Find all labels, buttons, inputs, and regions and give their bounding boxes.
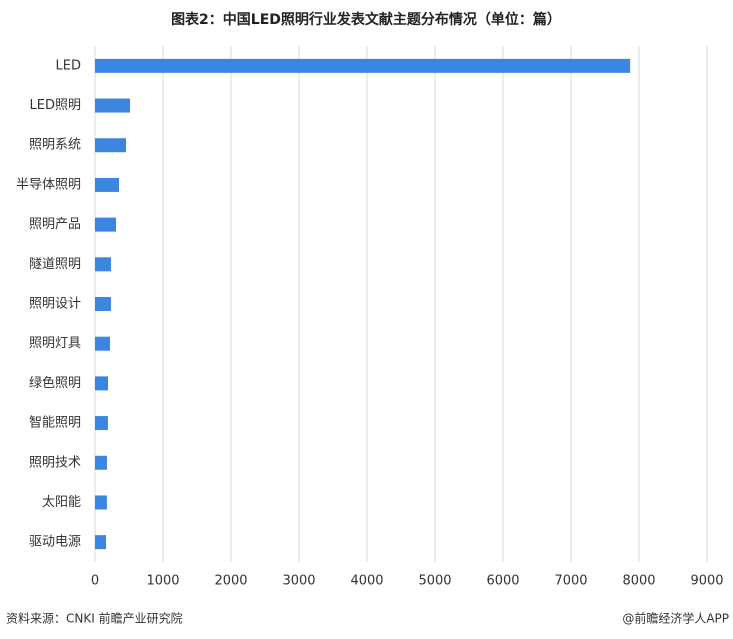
bar: [95, 58, 631, 73]
bar: [95, 217, 117, 232]
y-tick-label: 绿色照明: [29, 375, 81, 391]
source: 资料来源：CNKI 前瞻产业研究院: [6, 611, 183, 626]
y-tick-label: 照明灯具: [29, 336, 81, 351]
y-tick-label: 照明系统: [29, 138, 81, 153]
x-tick-label: 1000: [146, 574, 179, 589]
bar: [95, 297, 111, 311]
bar: [95, 495, 107, 510]
x-tick-label: 6000: [486, 574, 519, 589]
x-tick-label: 7000: [554, 574, 587, 589]
y-tick-label: LED照明: [30, 98, 81, 113]
bar: [95, 376, 108, 391]
y-tick-label: 太阳能: [42, 495, 81, 510]
bar: [95, 455, 107, 470]
x-tick-label: 5000: [418, 574, 451, 589]
x-tick-label: 0: [91, 574, 99, 589]
bar: [95, 535, 107, 550]
bar: [95, 138, 127, 153]
bar: [95, 257, 111, 272]
bar: [95, 416, 108, 431]
y-tick-label: 半导体照明: [16, 177, 81, 192]
bar: [95, 177, 120, 192]
y-tick-label: 隧道照明: [29, 256, 81, 272]
chart-title: 图表2：中国LED照明行业发表文献主题分布情况（单位：篇）: [171, 11, 561, 28]
y-tick-label: 照明产品: [29, 217, 81, 232]
y-tick-label: 照明技术: [29, 455, 81, 470]
y-tick-label: 智能照明: [29, 416, 81, 431]
x-tick-label: 3000: [282, 574, 315, 589]
x-tick-label: 4000: [350, 574, 383, 589]
y-tick-label: 照明设计: [29, 297, 81, 312]
credit: @前瞻经济学人APP: [622, 611, 729, 626]
bar: [95, 336, 110, 351]
x-tick-label: 8000: [622, 574, 655, 589]
y-tick-label: LED: [56, 58, 81, 73]
bar: [95, 98, 131, 113]
x-tick-label: 2000: [214, 574, 247, 589]
x-tick-label: 9000: [690, 574, 723, 589]
y-tick-label: 驱动电源: [29, 535, 81, 550]
